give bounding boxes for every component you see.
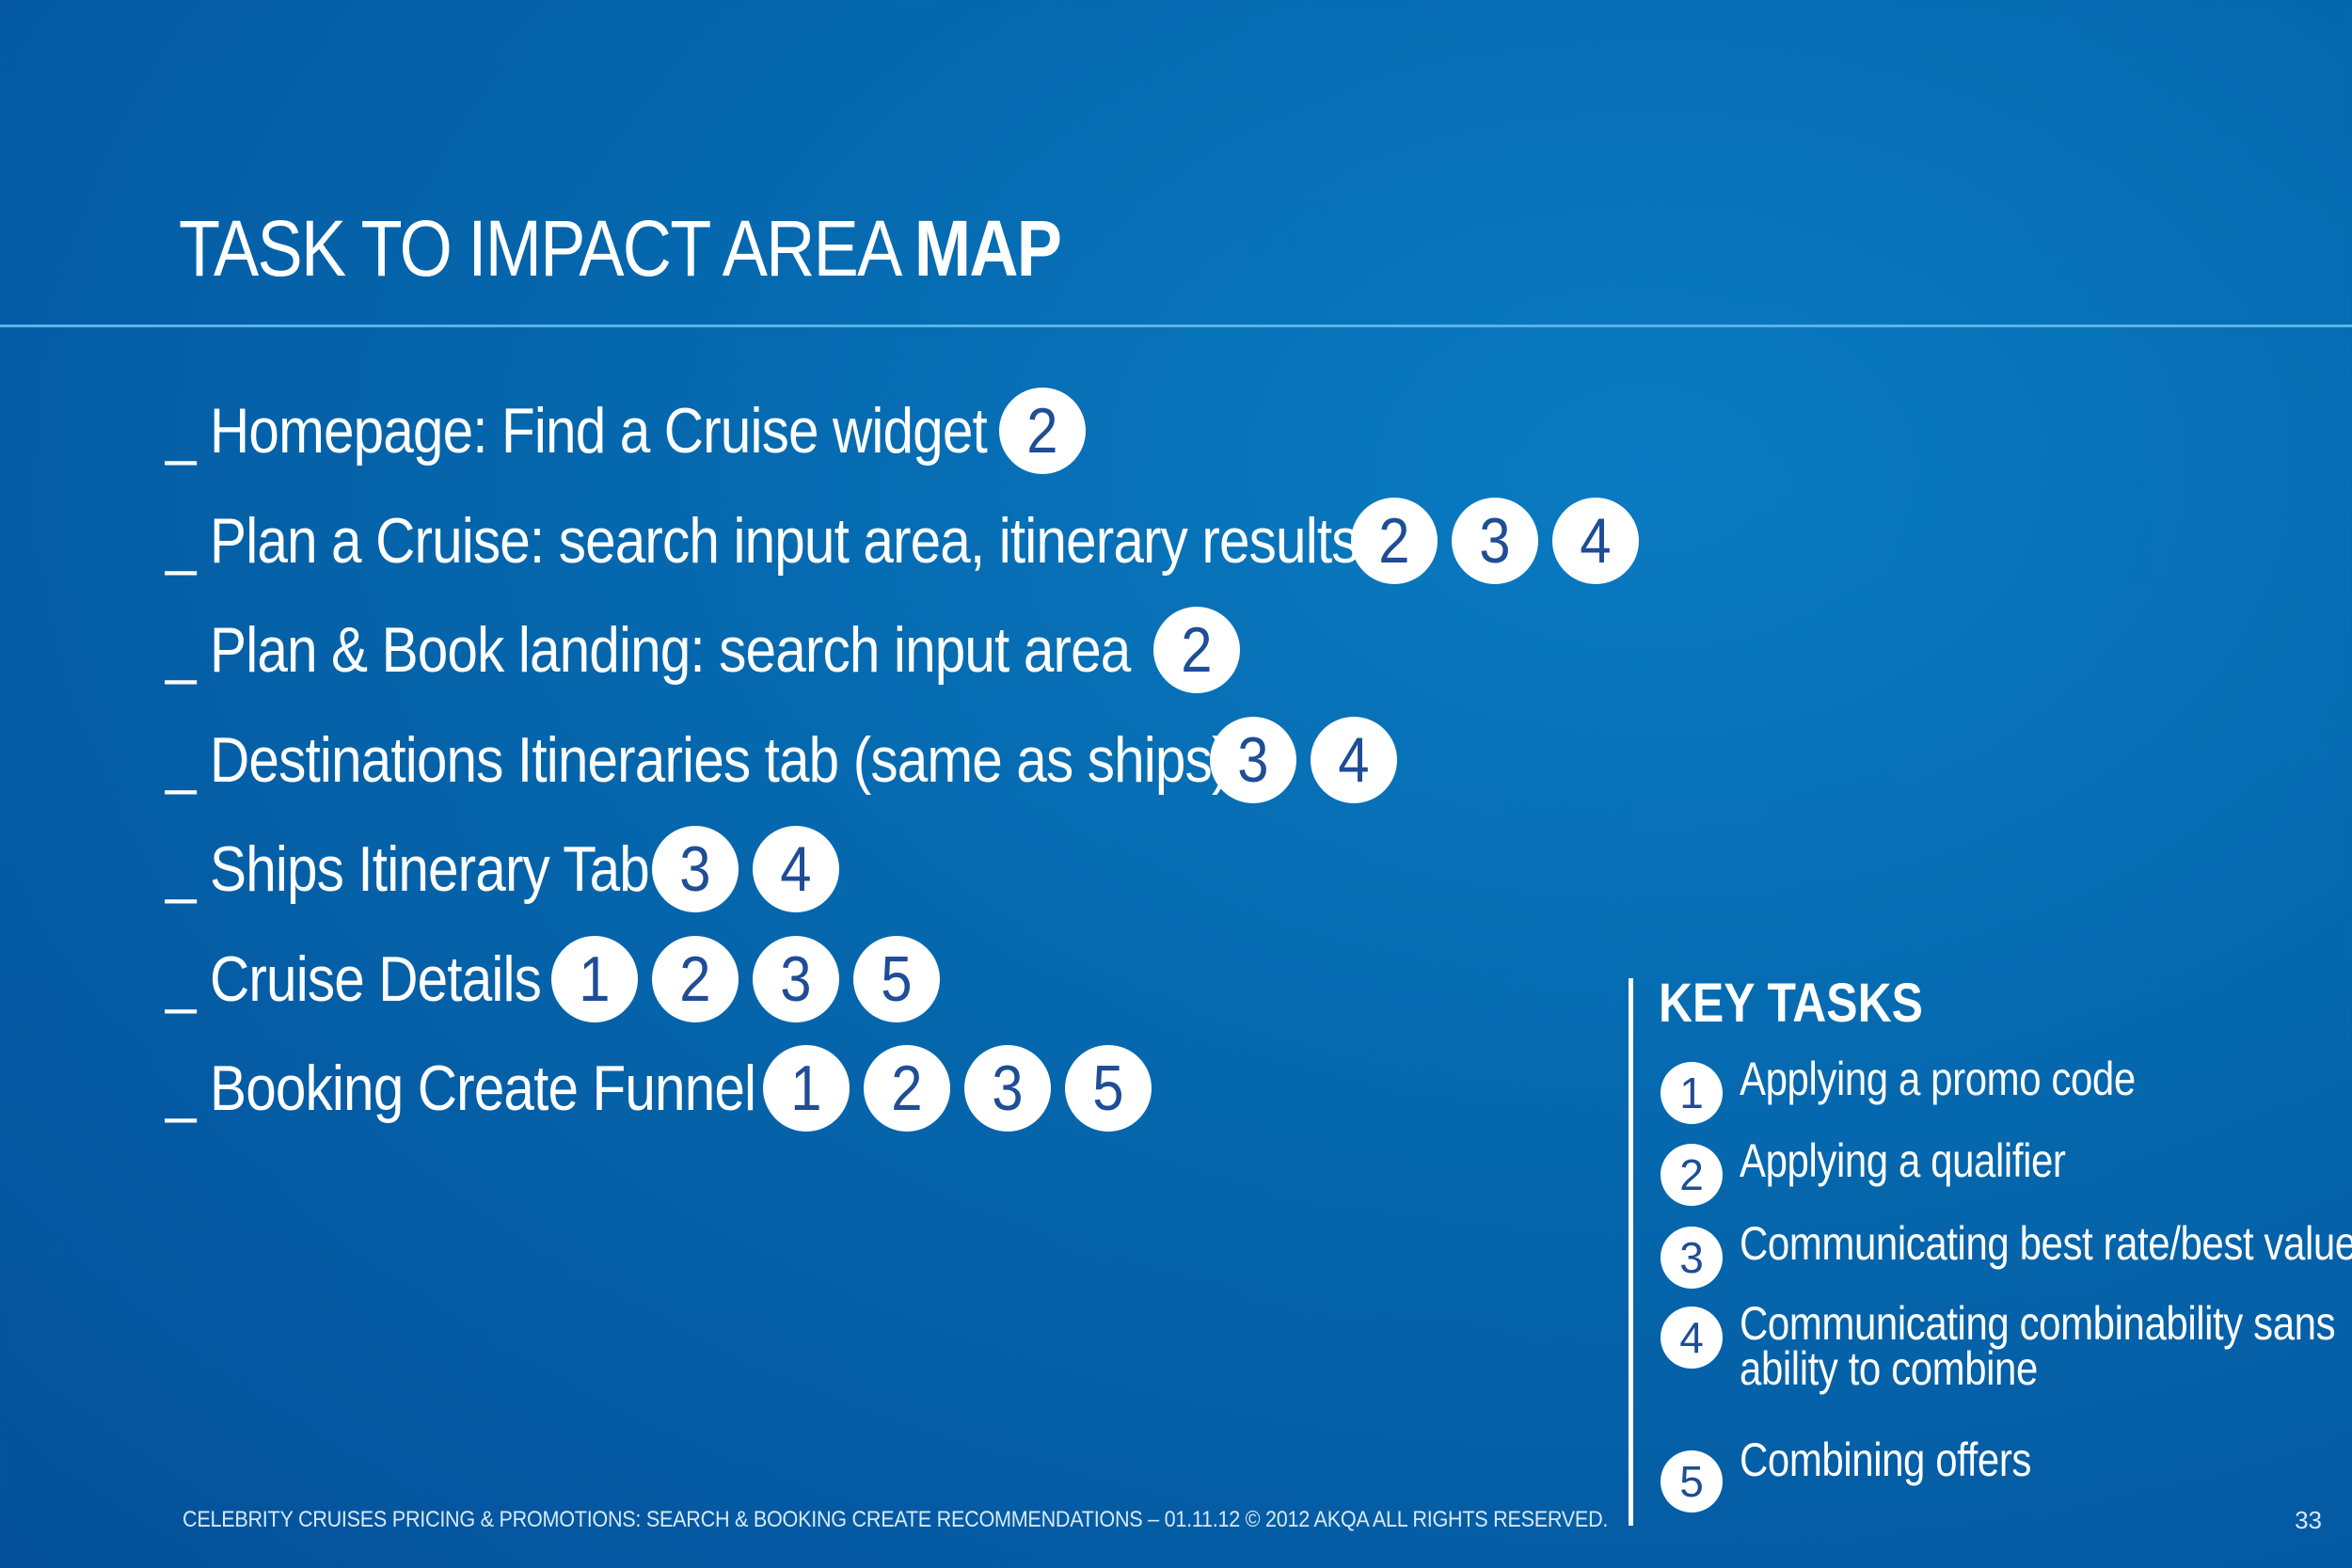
impact-area-label: _ Plan a Cruise: search input area, itin…: [166, 504, 1359, 577]
impact-area-label: _ Destinations Itineraries tab (same as …: [166, 723, 1230, 796]
task-number-badge: 2: [999, 388, 1086, 475]
page-number: 33: [2295, 1506, 2322, 1534]
task-badges: 2: [999, 388, 1086, 475]
impact-area-list: _ Homepage: Find a Cruise widget 2 _ Pla…: [166, 376, 1718, 1144]
key-task-number-badge: 1: [1661, 1062, 1723, 1124]
task-number-badge: 3: [1210, 716, 1296, 803]
impact-area-label: _ Booking Create Funnel: [166, 1053, 756, 1125]
title-main: TASK TO IMPACT AREA: [179, 204, 914, 293]
impact-area-item: _ Plan a Cruise: search input area, itin…: [166, 486, 1718, 596]
impact-area-item: _ Homepage: Find a Cruise widget 2: [166, 376, 1718, 486]
impact-area-item: _ Cruise Details 1 2 3 5: [166, 925, 1718, 1035]
task-number-badge: 5: [1065, 1045, 1152, 1132]
impact-area-item: _ Ships Itinerary Tab 3 4: [166, 815, 1718, 925]
key-task-text: Combining offers: [1740, 1433, 2032, 1486]
title-divider: [0, 325, 2352, 327]
task-number-badge: 3: [753, 935, 839, 1022]
impact-area-label: _ Ships Itinerary Tab: [166, 833, 650, 906]
task-number-badge: 4: [1552, 497, 1639, 584]
impact-area-label: _ Plan & Book landing: search input area: [166, 614, 1131, 687]
task-badges: 3 4: [1210, 716, 1397, 803]
task-number-badge: 3: [964, 1045, 1051, 1132]
task-badges: 3 4: [652, 826, 839, 913]
key-task-number-badge: 4: [1661, 1307, 1723, 1369]
key-tasks-title: KEY TASKS: [1659, 973, 1923, 1034]
impact-area-item: _ Plan & Book landing: search input area…: [166, 595, 1718, 705]
key-task-text: Communicating combinability sans ability …: [1740, 1297, 2336, 1395]
key-task-text: Applying a promo code: [1740, 1053, 2136, 1105]
key-tasks-divider: [1629, 978, 1633, 1526]
impact-area-label: _ Cruise Details: [166, 942, 542, 1015]
task-number-badge: 2: [864, 1045, 950, 1132]
task-number-badge: 3: [652, 826, 739, 913]
key-task-number-badge: 2: [1661, 1144, 1723, 1206]
impact-area-item: _ Booking Create Funnel 1 2 3 5: [166, 1034, 1718, 1144]
task-badges: 2 3 4: [1351, 497, 1639, 584]
page-title: TASK TO IMPACT AREA MAP: [179, 209, 1062, 288]
task-badges: 1 2 3 5: [551, 935, 940, 1022]
task-number-badge: 2: [1351, 497, 1438, 584]
footer-copyright: CELEBRITY CRUISES PRICING & PROMOTIONS: …: [183, 1507, 1609, 1532]
key-task-number-badge: 5: [1661, 1450, 1723, 1513]
task-badges: 1 2 3 5: [763, 1045, 1152, 1132]
task-number-badge: 1: [763, 1045, 850, 1132]
task-number-badge: 2: [1153, 607, 1240, 694]
key-task-number-badge: 3: [1661, 1227, 1723, 1289]
impact-area-label: _ Homepage: Find a Cruise widget: [166, 395, 988, 467]
task-number-badge: 4: [753, 826, 839, 913]
task-number-badge: 5: [853, 935, 940, 1022]
task-number-badge: 4: [1311, 716, 1397, 803]
task-number-badge: 1: [551, 935, 638, 1022]
impact-area-item: _ Destinations Itineraries tab (same as …: [166, 705, 1718, 816]
key-task-text: Communicating best rate/best value: [1740, 1217, 2352, 1270]
task-number-badge: 2: [652, 935, 739, 1022]
task-number-badge: 3: [1452, 497, 1538, 584]
key-task-text: Applying a qualifier: [1740, 1134, 2066, 1187]
title-emphasis: MAP: [914, 204, 1062, 293]
task-badges: 2: [1153, 607, 1240, 694]
